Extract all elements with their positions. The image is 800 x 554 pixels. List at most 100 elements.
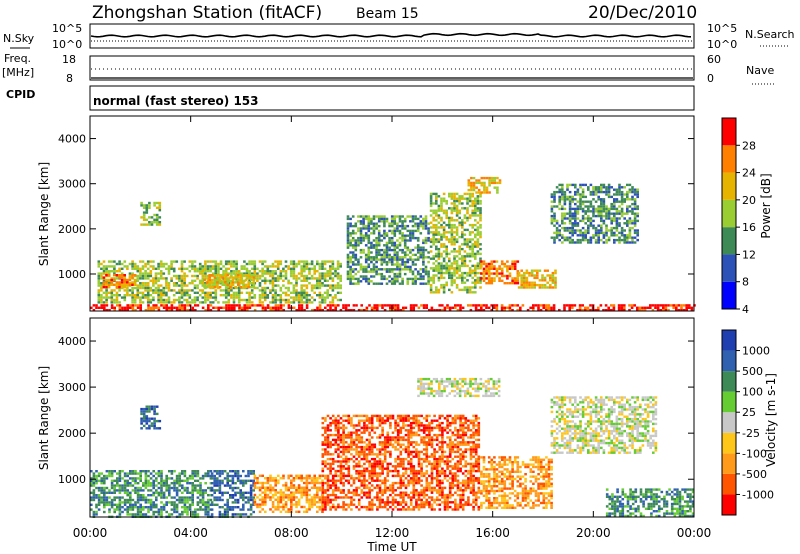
data-cell: [435, 199, 438, 203]
data-cell: [266, 265, 270, 268]
data-cell: [253, 498, 257, 501]
data-cell: [519, 306, 522, 309]
data-cell: [388, 270, 391, 273]
data-cell: [284, 265, 288, 268]
data-cell: [160, 477, 163, 480]
data-cell: [474, 223, 477, 227]
data-cell: [589, 190, 593, 194]
data-cell: [359, 222, 363, 225]
data-cell: [305, 296, 309, 299]
data-cell: [558, 207, 561, 211]
data-cell: [555, 236, 559, 239]
data-cell: [110, 281, 113, 284]
data-cell: [389, 306, 392, 309]
data-cell: [344, 503, 348, 506]
data-cell: [108, 510, 111, 514]
data-cell: [136, 482, 140, 485]
data-cell: [155, 427, 159, 430]
data-cell: [517, 271, 521, 275]
data-cell: [626, 193, 629, 196]
data-cell: [375, 253, 378, 257]
data-cell: [393, 246, 397, 249]
data-cell: [224, 296, 228, 299]
data-cell: [126, 508, 129, 511]
data-cell: [92, 477, 96, 480]
data-cell: [589, 183, 593, 187]
data-cell: [393, 275, 397, 278]
data-cell: [120, 276, 124, 279]
data-cell: [561, 241, 564, 244]
data-cell: [468, 291, 472, 294]
data-cell: [574, 193, 577, 196]
data-cell: [239, 474, 242, 478]
data-cell: [162, 291, 166, 294]
data-cell: [183, 506, 187, 509]
data-cell: [347, 472, 351, 475]
data-cell: [229, 286, 232, 289]
data-cell: [210, 508, 214, 511]
data-cell: [571, 224, 574, 227]
data-cell: [581, 304, 584, 307]
data-cell: [100, 294, 103, 297]
data-cell: [216, 503, 219, 506]
data-cell: [375, 260, 378, 264]
data-cell: [416, 258, 420, 261]
data-cell: [470, 188, 473, 192]
data-cell: [437, 276, 441, 280]
data-cell: [615, 219, 619, 223]
data-cell: [272, 309, 275, 312]
data-cell: [121, 309, 124, 312]
data-cell: [159, 277, 163, 280]
data-cell: [308, 277, 311, 280]
data-cell: [468, 288, 472, 292]
data-cell: [448, 257, 451, 260]
data-cell: [253, 477, 257, 480]
data-cell: [100, 489, 103, 492]
colorbar-swatch: [722, 118, 736, 146]
data-cell: [245, 270, 249, 273]
data-cell: [587, 224, 590, 227]
data-cell: [284, 272, 288, 275]
data-cell: [441, 309, 444, 312]
data-cell: [180, 289, 184, 292]
data-cell: [186, 513, 189, 516]
data-cell: [344, 433, 348, 437]
data-cell: [297, 296, 301, 299]
data-cell: [414, 263, 417, 266]
data-cell: [167, 265, 171, 268]
data-cell: [455, 204, 459, 208]
data-cell: [149, 286, 153, 290]
data-cell: [626, 236, 629, 239]
data-cell: [450, 262, 454, 265]
data-cell: [600, 183, 603, 187]
data-cell: [326, 294, 329, 297]
data-cell: [541, 286, 544, 289]
data-cell: [210, 494, 214, 497]
data-cell: [216, 472, 219, 475]
data-cell: [422, 227, 425, 230]
data-cell: [324, 477, 327, 480]
data-cell: [139, 301, 142, 304]
data-cell: [459, 306, 462, 309]
data-cell: [313, 477, 316, 480]
data-cell: [461, 231, 464, 234]
data-cell: [342, 433, 345, 437]
data-cell: [158, 223, 162, 226]
data-cell: [201, 284, 205, 287]
data-cell: [305, 486, 309, 489]
data-cell: [610, 231, 613, 235]
data-cell: [160, 474, 163, 478]
data-cell: [450, 211, 454, 215]
data-cell: [344, 441, 348, 444]
data-cell: [214, 262, 218, 266]
data-cell: [295, 510, 298, 513]
data-cell: [472, 304, 475, 307]
data-cell: [350, 448, 353, 451]
data-cell: [352, 438, 356, 442]
data-cell: [284, 486, 288, 489]
data-cell: [165, 479, 168, 482]
data-cell: [175, 291, 179, 294]
data-cell: [105, 291, 108, 294]
data-cell: [496, 188, 499, 192]
data-cell: [455, 211, 459, 215]
